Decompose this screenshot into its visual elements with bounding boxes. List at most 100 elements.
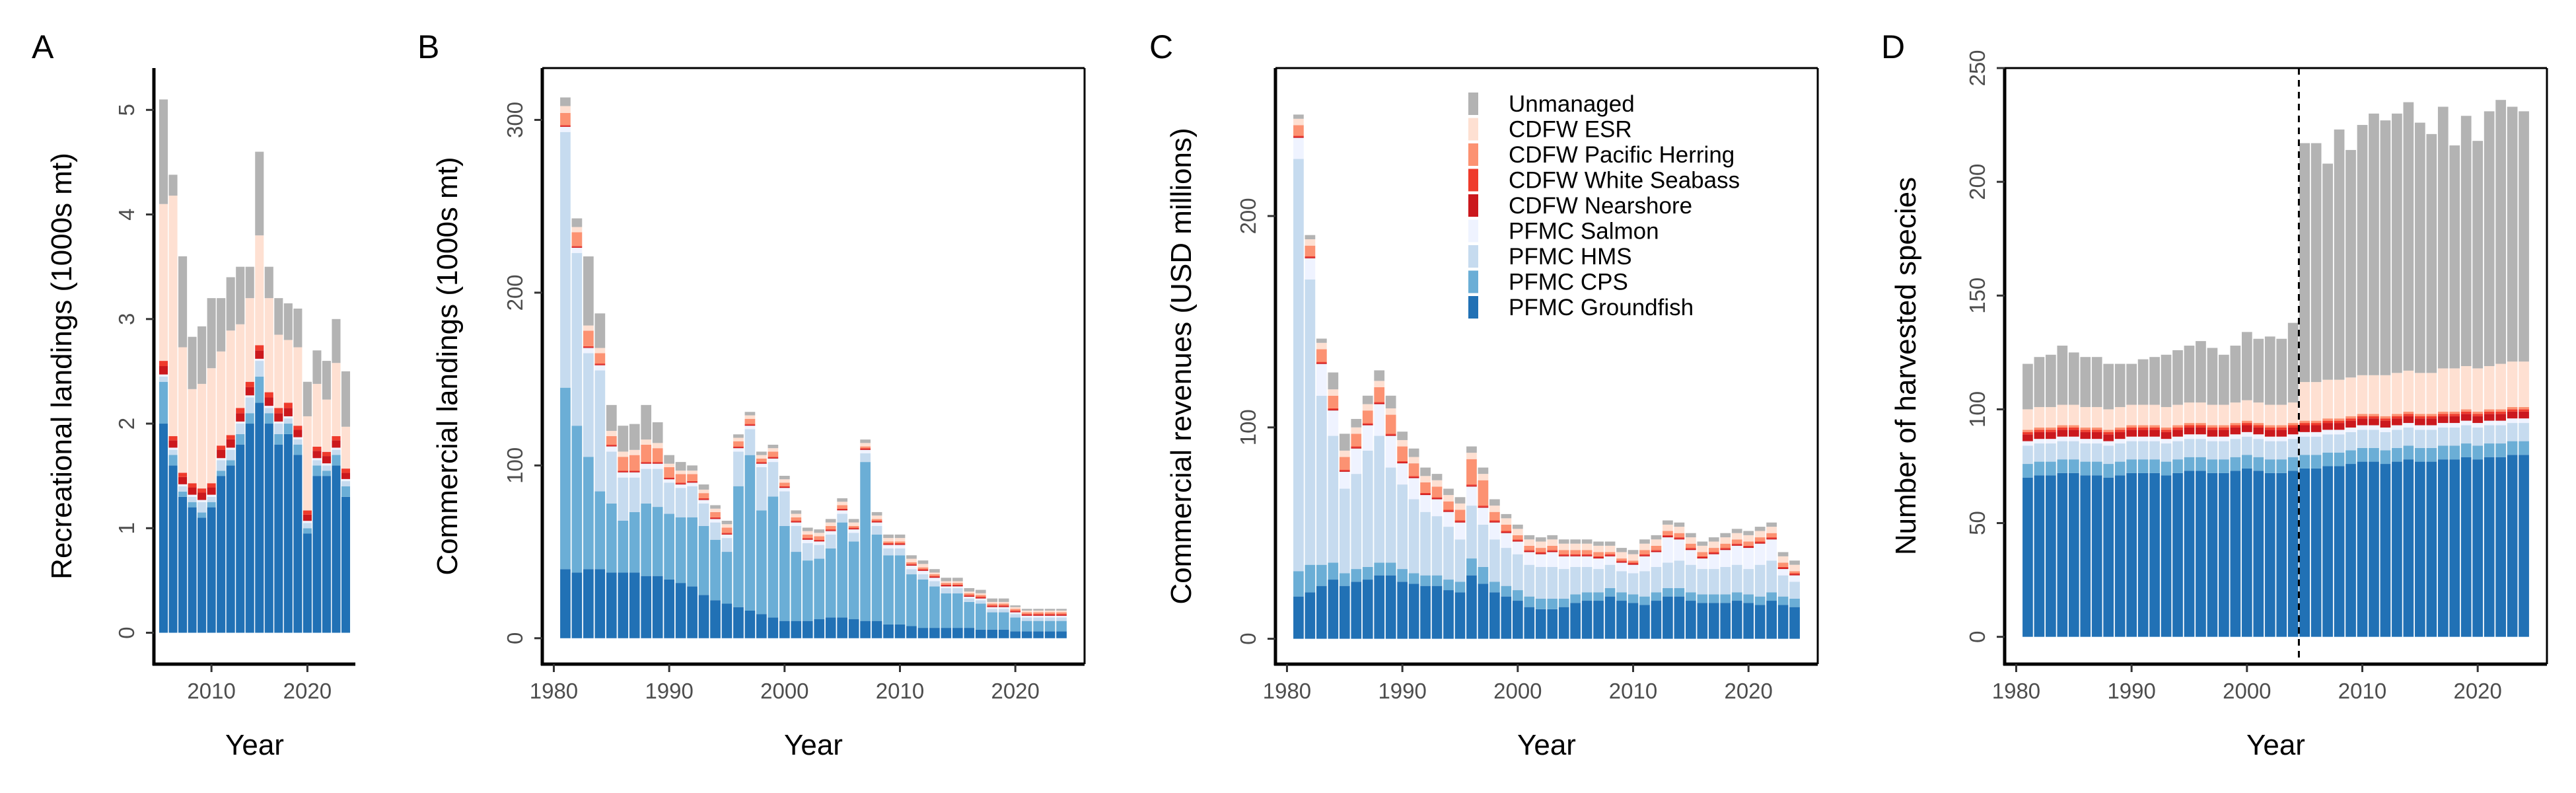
bar-segment [1489, 520, 1500, 522]
bar-segment [2460, 409, 2472, 412]
bar-segment [1651, 545, 1662, 550]
bar-segment [1021, 615, 1032, 618]
bar-segment [1663, 531, 1673, 535]
bar-segment [917, 567, 929, 570]
bar-segment [1501, 548, 1512, 586]
bar-segment [560, 387, 571, 570]
bar-segment [917, 564, 929, 568]
bar-segment [2022, 363, 2033, 410]
bar-segment [860, 443, 871, 447]
bar-segment [2103, 409, 2114, 430]
bar-segment [303, 514, 312, 521]
bar-segment [2264, 427, 2275, 430]
bar-segment [871, 515, 882, 519]
bar-segment [2392, 447, 2402, 462]
bar-segment [1558, 554, 1569, 556]
bar-segment [2253, 402, 2264, 424]
bar-segment [283, 434, 293, 633]
bar-segment [2334, 423, 2345, 430]
bar-segment [322, 476, 331, 633]
bar-segment [975, 600, 986, 604]
bar-segment [710, 505, 721, 509]
bar-segment [2264, 436, 2275, 441]
bar-segment [1789, 574, 1800, 576]
bar-segment [1466, 485, 1477, 487]
bar-segment [687, 471, 698, 474]
bar-segment [1512, 590, 1523, 601]
bar-segment [2287, 322, 2299, 403]
bar-segment [894, 538, 906, 542]
bar-segment [814, 545, 825, 559]
bar-segment [2057, 404, 2068, 426]
bar-segment [2460, 443, 2472, 457]
bar-segment [1466, 575, 1477, 639]
bar-segment [2369, 430, 2379, 448]
bar-segment [2380, 120, 2391, 375]
bar-segment [1397, 463, 1408, 485]
bar-segment [217, 298, 226, 352]
bar-segment [848, 619, 859, 638]
bar-segment [255, 151, 264, 236]
bar-segment [2287, 427, 2299, 435]
bar-segment [1743, 545, 1754, 547]
bar-segment [652, 448, 663, 463]
bar-segment [618, 572, 629, 638]
bar-segment [1581, 566, 1592, 593]
bar-segment [848, 519, 859, 523]
bar-segment [883, 555, 894, 624]
bar-segment [2022, 432, 2033, 435]
bar-segment [2114, 406, 2126, 428]
bar-segment [2507, 409, 2518, 412]
bar-segment [560, 132, 571, 388]
bar-segment [1512, 539, 1523, 541]
bar-segment [1431, 497, 1443, 498]
bar-segment [1674, 537, 1685, 539]
bar-segment [1316, 564, 1327, 586]
bar-segment [964, 628, 975, 638]
bar-segment [906, 574, 917, 626]
bar-segment [255, 361, 264, 377]
legend-swatch [1468, 296, 1478, 319]
bar-segment [2369, 375, 2379, 414]
bar-segment [2114, 427, 2126, 430]
bar-segment [2172, 459, 2183, 473]
bar-segment [236, 444, 245, 633]
bar-segment [1720, 594, 1731, 603]
bar-segment [1570, 594, 1581, 603]
bar-segment [1420, 476, 1431, 482]
bar-segment [2403, 459, 2414, 637]
bar-segment [2403, 411, 2414, 414]
bar-segment [560, 125, 571, 126]
bar-segment [2172, 436, 2183, 441]
bar-segment [721, 521, 733, 525]
bar-segment [641, 469, 652, 504]
bar-segment [975, 595, 986, 597]
bar-segment [1535, 548, 1546, 552]
bar-segment [1316, 363, 1327, 364]
bar-segment [2068, 427, 2079, 430]
bar-segment [571, 246, 583, 248]
bar-segment [2057, 346, 2068, 405]
bar-segment [768, 451, 779, 457]
bar-segment [2334, 129, 2345, 380]
bar-segment [1305, 235, 1316, 240]
bar-segment [941, 585, 952, 587]
bar-segment [1408, 499, 1419, 574]
bar-segment [264, 424, 273, 633]
bar-segment [571, 252, 583, 426]
bar-segment [2310, 436, 2322, 455]
bar-segment [2046, 443, 2056, 462]
bar-segment [217, 351, 226, 446]
bar-segment [178, 347, 188, 473]
bar-segment [1581, 601, 1592, 639]
bar-segment [332, 447, 341, 450]
bar-segment [1651, 566, 1662, 593]
bar-segment [583, 346, 594, 348]
bar-segment [1524, 564, 1535, 597]
bar-segment [207, 483, 216, 488]
bar-segment [1351, 448, 1362, 474]
bar-segment [768, 462, 779, 497]
bar-segment [1524, 552, 1535, 565]
bar-segment [652, 507, 663, 576]
x-tick-label: 2020 [991, 679, 1039, 703]
